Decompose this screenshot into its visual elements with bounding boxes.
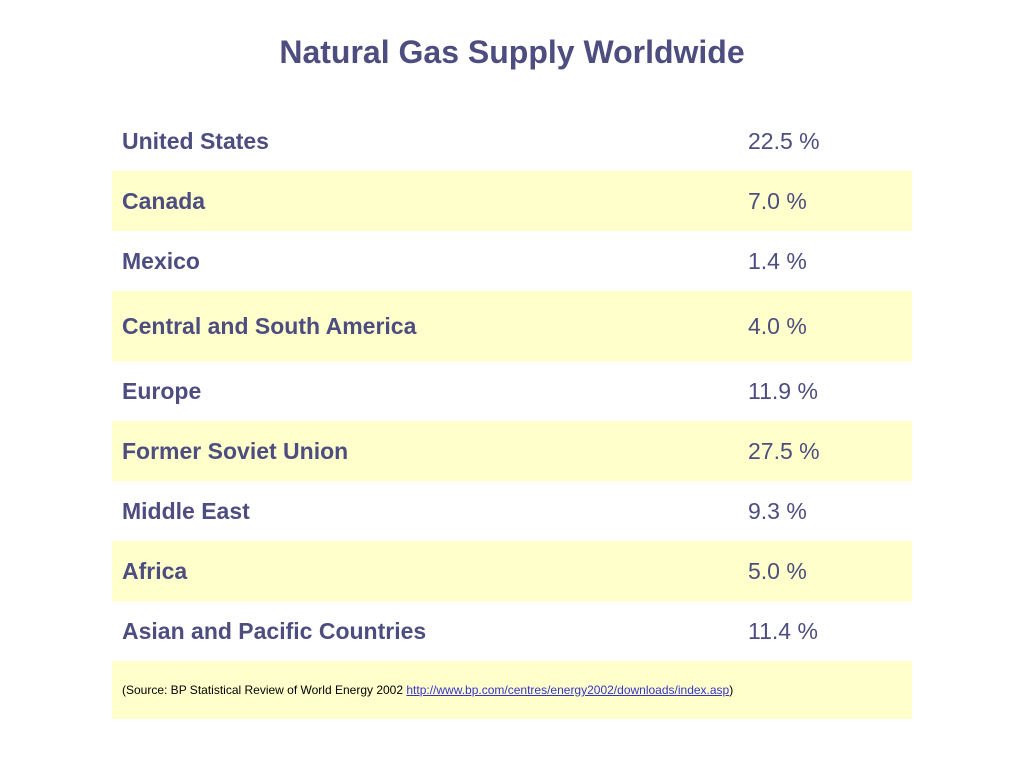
country-name: Mexico: [122, 247, 200, 274]
table-row: Mexico 1.4 %: [112, 231, 912, 291]
table-row: Canada 7.0 %: [112, 171, 912, 231]
table-row: Asian and Pacific Countries 11.4 %: [112, 601, 912, 661]
source-row: (Source: BP Statistical Review of World …: [112, 661, 912, 719]
country-name: Asian and Pacific Countries: [122, 617, 427, 644]
country-name: Former Soviet Union: [122, 437, 349, 464]
table-row: Former Soviet Union 27.5 %: [112, 421, 912, 481]
table-row: Middle East 9.3 %: [112, 481, 912, 541]
source-link[interactable]: http://www.bp.com/centres/energy2002/dow…: [406, 683, 730, 697]
supply-share: 4.0 %: [748, 312, 807, 339]
source-note: (Source: BP Statistical Review of World …: [112, 683, 733, 697]
table-row: Africa 5.0 %: [112, 541, 912, 601]
country-name: Canada: [122, 187, 206, 214]
supply-share: 7.0 %: [748, 187, 807, 214]
supply-share: 5.0 %: [748, 557, 807, 584]
supply-share: 11.4 %: [748, 617, 818, 644]
supply-table: United States 22.5 % Canada 7.0 % Mexico…: [112, 111, 912, 719]
country-name: United States: [122, 127, 269, 154]
table-row: Europe 11.9 %: [112, 361, 912, 421]
supply-share: 22.5 %: [748, 127, 820, 154]
supply-share: 1.4 %: [748, 247, 807, 274]
country-name: Central and South America: [122, 312, 417, 339]
country-name: Middle East: [122, 497, 250, 524]
country-name: Africa: [122, 557, 188, 584]
supply-share: 11.9 %: [748, 377, 818, 404]
page-title: Natural Gas Supply Worldwide: [279, 34, 745, 70]
supply-share: 9.3 %: [748, 497, 807, 524]
source-suffix: ): [729, 683, 734, 697]
supply-share: 27.5 %: [748, 437, 820, 464]
country-name: Europe: [122, 377, 202, 404]
table-row: United States 22.5 %: [112, 111, 912, 171]
source-prefix: (Source: BP Statistical Review of World …: [122, 683, 407, 697]
table-row: Central and South America 4.0 %: [112, 291, 912, 361]
